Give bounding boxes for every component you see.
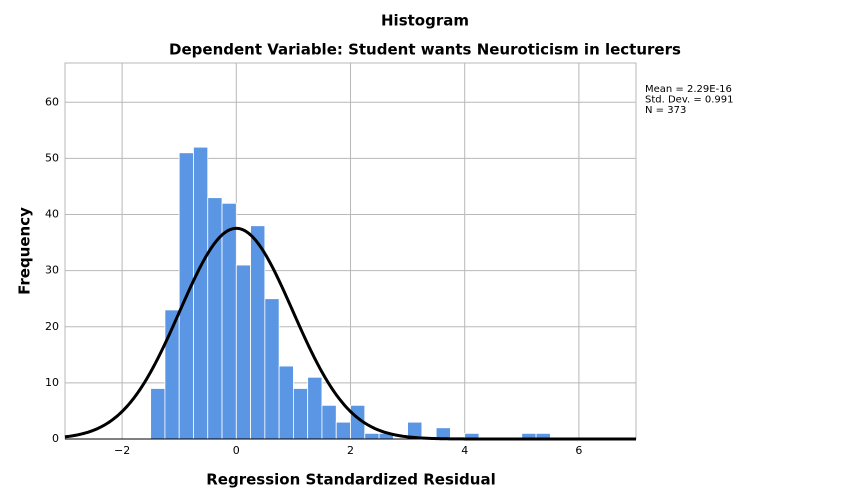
- y-tick-label: 60: [45, 95, 59, 108]
- y-tick-label: 10: [45, 376, 59, 389]
- y-axis-label: Frequency: [16, 207, 34, 295]
- x-axis-label: Regression Standardized Residual: [206, 471, 495, 489]
- bar: [250, 225, 266, 440]
- y-tick-label: 40: [45, 208, 59, 221]
- bar: [207, 197, 223, 440]
- stats-label: N = 373: [645, 105, 686, 116]
- y-tick-label: 30: [45, 264, 59, 277]
- bar: [264, 298, 280, 440]
- stats-label: Mean = 2.29E-16: [645, 84, 732, 95]
- bar: [292, 388, 309, 440]
- y-tick-label: 20: [45, 320, 59, 333]
- x-tick-label: −2: [114, 444, 130, 457]
- bar: [193, 146, 209, 440]
- bar: [150, 388, 166, 440]
- chart-title: Histogram: [381, 12, 469, 30]
- bar: [221, 202, 237, 440]
- bar: [321, 404, 337, 440]
- bar: [335, 421, 351, 440]
- x-tick-label: 0: [233, 444, 240, 457]
- x-tick-label: 6: [575, 444, 582, 457]
- x-tick-label: 4: [461, 444, 468, 457]
- stats-label: Std. Dev. = 0.991: [645, 95, 734, 106]
- chart-subtitle: Dependent Variable: Student wants Neurot…: [169, 41, 681, 59]
- x-tick-label: 2: [347, 444, 354, 457]
- bar: [235, 264, 251, 440]
- y-tick-label: 0: [52, 432, 59, 445]
- bar: [278, 365, 294, 440]
- bar: [307, 376, 323, 440]
- bar: [364, 432, 380, 440]
- y-tick-label: 50: [45, 151, 59, 164]
